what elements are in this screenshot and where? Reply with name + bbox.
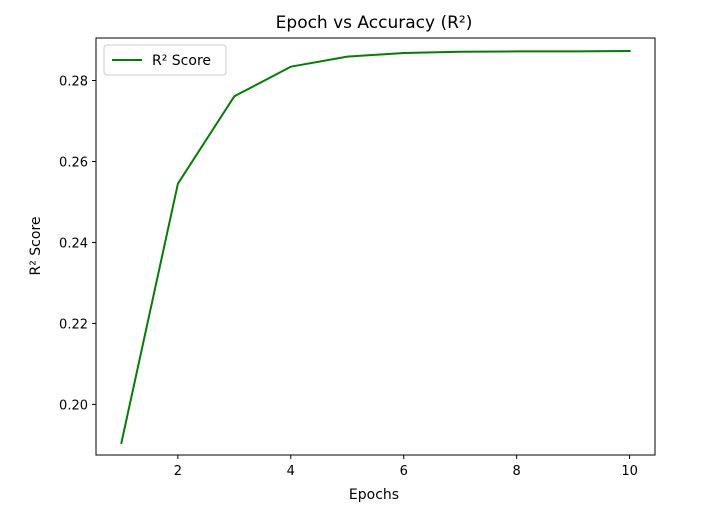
y-tick-label: 0.20 <box>59 398 88 413</box>
x-tick-label: 2 <box>174 464 182 479</box>
y-tick-label: 0.26 <box>59 155 88 170</box>
x-tick-label: 4 <box>287 464 295 479</box>
chart-title: Epoch vs Accuracy (R²) <box>276 13 473 33</box>
x-axis-label: Epochs <box>349 487 399 503</box>
axes-frame <box>95 37 656 456</box>
legend: R² Score <box>103 44 227 76</box>
series-line-r2-score <box>120 49 631 445</box>
legend-label: R² Score <box>152 53 211 69</box>
y-axis-label: R² Score <box>28 216 44 275</box>
x-tick-label: 8 <box>513 464 521 479</box>
x-tick-label: 10 <box>621 464 638 479</box>
x-tick-label: 6 <box>400 464 408 479</box>
legend-box <box>103 44 227 76</box>
plot-area: 2 4 6 8 10 0.20 0.22 0.24 0.26 0.28 <box>59 37 656 479</box>
y-tick-label: 0.24 <box>59 236 88 251</box>
y-tick-label: 0.22 <box>59 317 88 332</box>
y-tick-label: 0.28 <box>59 75 88 90</box>
